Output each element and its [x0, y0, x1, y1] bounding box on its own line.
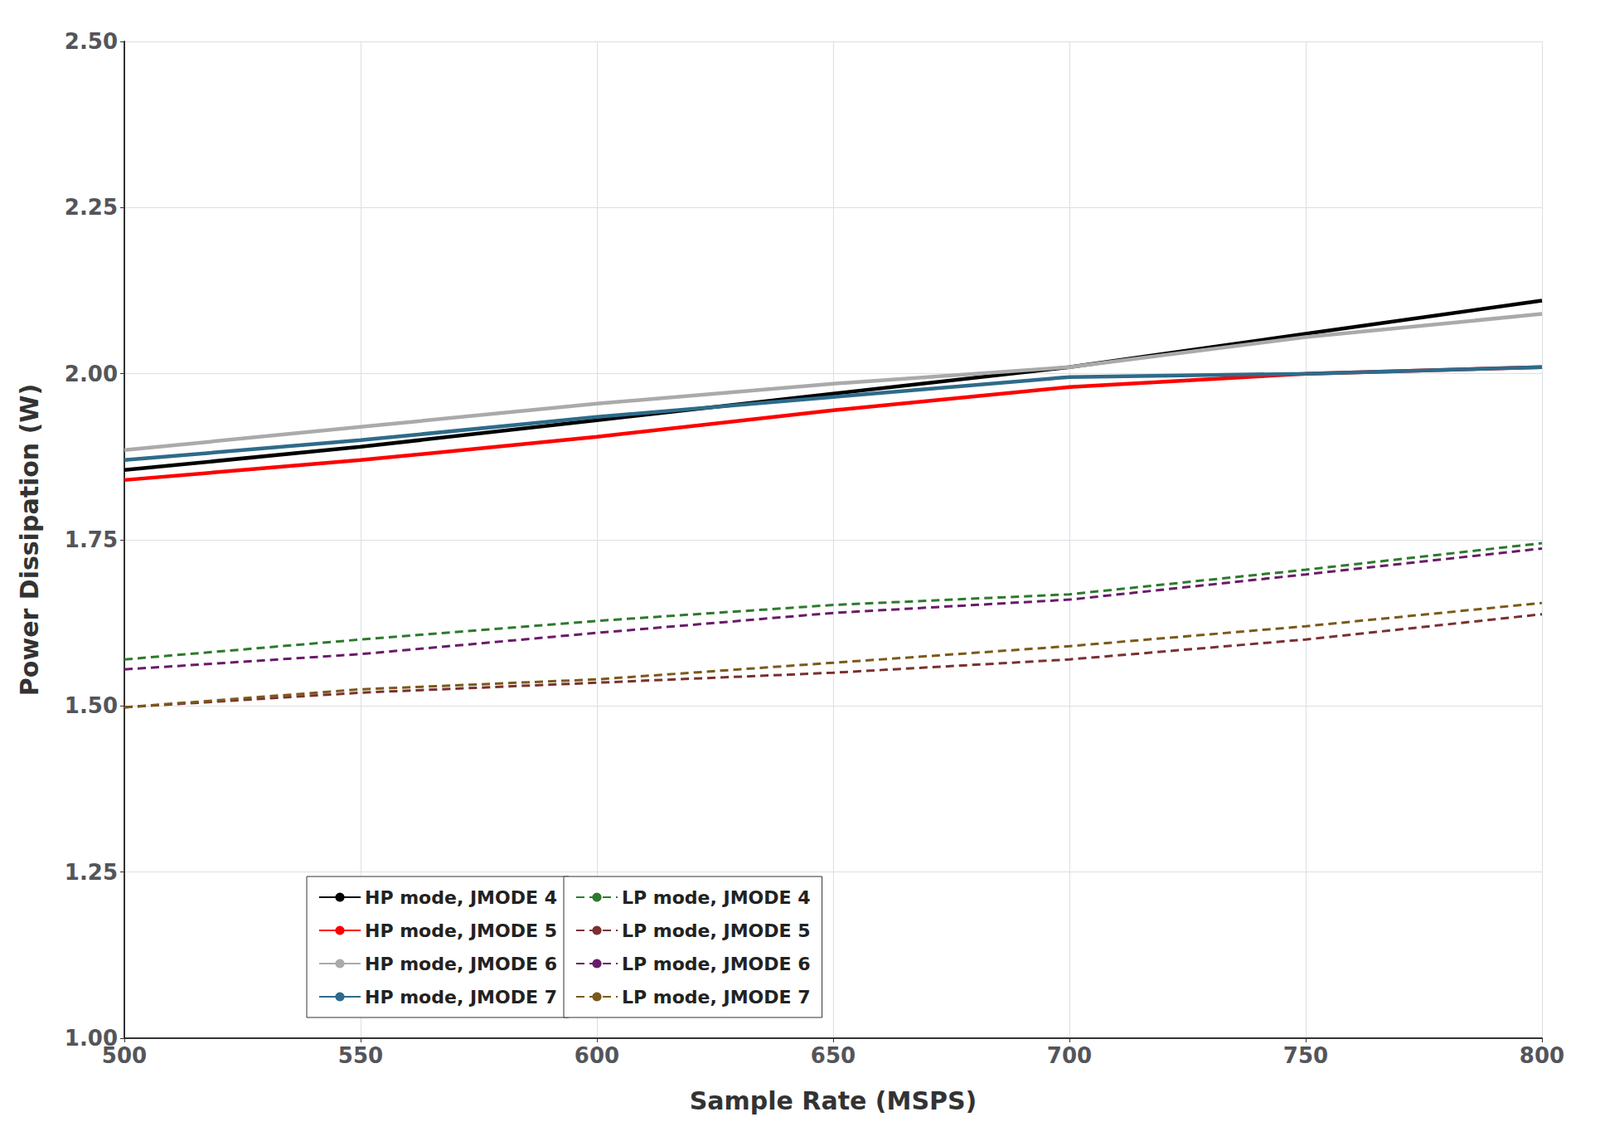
svg-text:2.25: 2.25: [64, 194, 118, 220]
svg-text:800: 800: [1519, 1042, 1565, 1068]
svg-text:650: 650: [810, 1042, 856, 1068]
svg-text:HP mode, JMODE 7: HP mode, JMODE 7: [364, 986, 558, 1008]
svg-text:LP mode, JMODE 5: LP mode, JMODE 5: [621, 920, 811, 941]
svg-text:700: 700: [1047, 1042, 1092, 1068]
svg-text:550: 550: [338, 1042, 384, 1068]
svg-text:Power Dissipation (W): Power Dissipation (W): [14, 383, 44, 696]
svg-text:HP mode, JMODE 6: HP mode, JMODE 6: [364, 953, 558, 975]
svg-text:1.00: 1.00: [64, 1025, 118, 1051]
svg-text:LP mode, JMODE 6: LP mode, JMODE 6: [621, 953, 811, 975]
svg-text:2.00: 2.00: [64, 361, 118, 387]
svg-text:HP mode, JMODE 5: HP mode, JMODE 5: [364, 920, 558, 941]
svg-text:750: 750: [1283, 1042, 1329, 1068]
svg-text:2.50: 2.50: [64, 29, 118, 54]
svg-text:1.75: 1.75: [64, 527, 118, 553]
svg-text:1.25: 1.25: [64, 859, 118, 885]
svg-text:Sample Rate (MSPS): Sample Rate (MSPS): [689, 1086, 978, 1116]
svg-text:1.50: 1.50: [64, 693, 118, 718]
svg-text:500: 500: [101, 1042, 147, 1068]
svg-text:600: 600: [574, 1042, 620, 1068]
svg-text:LP mode, JMODE 7: LP mode, JMODE 7: [621, 986, 811, 1008]
svg-text:HP mode, JMODE 4: HP mode, JMODE 4: [364, 887, 558, 908]
svg-text:LP mode, JMODE 4: LP mode, JMODE 4: [621, 887, 811, 908]
